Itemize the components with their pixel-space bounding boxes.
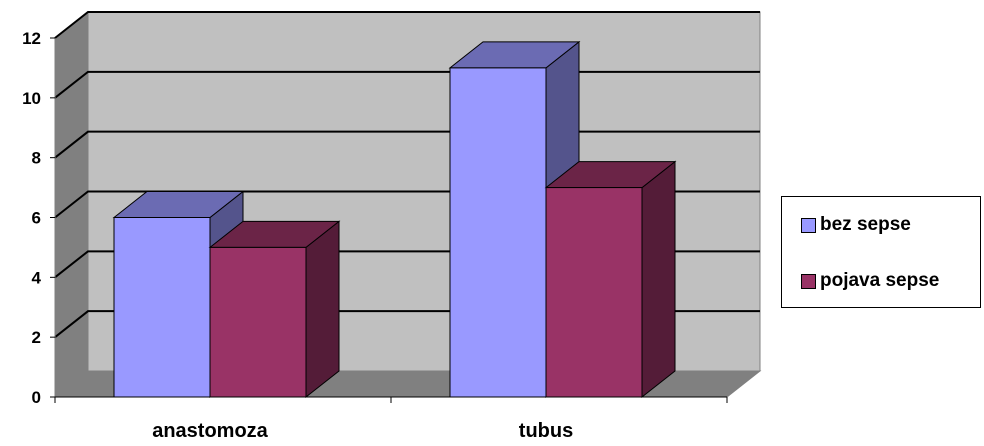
bar-side bbox=[305, 220, 340, 399]
legend-item-pojava-sepse: pojava sepse bbox=[801, 270, 939, 292]
y-tick-label: 8 bbox=[32, 149, 41, 168]
bar-front bbox=[113, 217, 211, 398]
bar-front bbox=[545, 187, 643, 398]
y-tick-label: 6 bbox=[32, 209, 41, 228]
bar-front bbox=[209, 246, 307, 398]
bar-side bbox=[641, 160, 676, 399]
y-tick-label: 0 bbox=[32, 388, 41, 407]
bar-front bbox=[449, 67, 547, 398]
gridline bbox=[54, 11, 760, 39]
legend-label: bez sepse bbox=[820, 214, 911, 235]
legend-swatch bbox=[801, 217, 816, 233]
bars bbox=[112, 40, 677, 399]
legend-item-bez-sepse: bez sepse bbox=[801, 214, 911, 236]
x-tick-label: tubus bbox=[519, 420, 573, 441]
axes: 0 2 4 6 8 10 12 anastomoza tubus bbox=[22, 29, 728, 442]
y-tick-label: 12 bbox=[22, 29, 41, 48]
bar bbox=[544, 160, 677, 399]
y-tick-label: 10 bbox=[22, 89, 41, 108]
y-tick-label: 2 bbox=[32, 328, 41, 347]
legend-swatch bbox=[801, 273, 816, 289]
legend-label: pojava sepse bbox=[820, 270, 940, 291]
legend: bez sepse pojava sepse bbox=[781, 196, 981, 308]
x-tick-label: anastomoza bbox=[152, 420, 268, 441]
y-tick-label: 4 bbox=[32, 268, 42, 287]
bar bbox=[208, 220, 341, 399]
